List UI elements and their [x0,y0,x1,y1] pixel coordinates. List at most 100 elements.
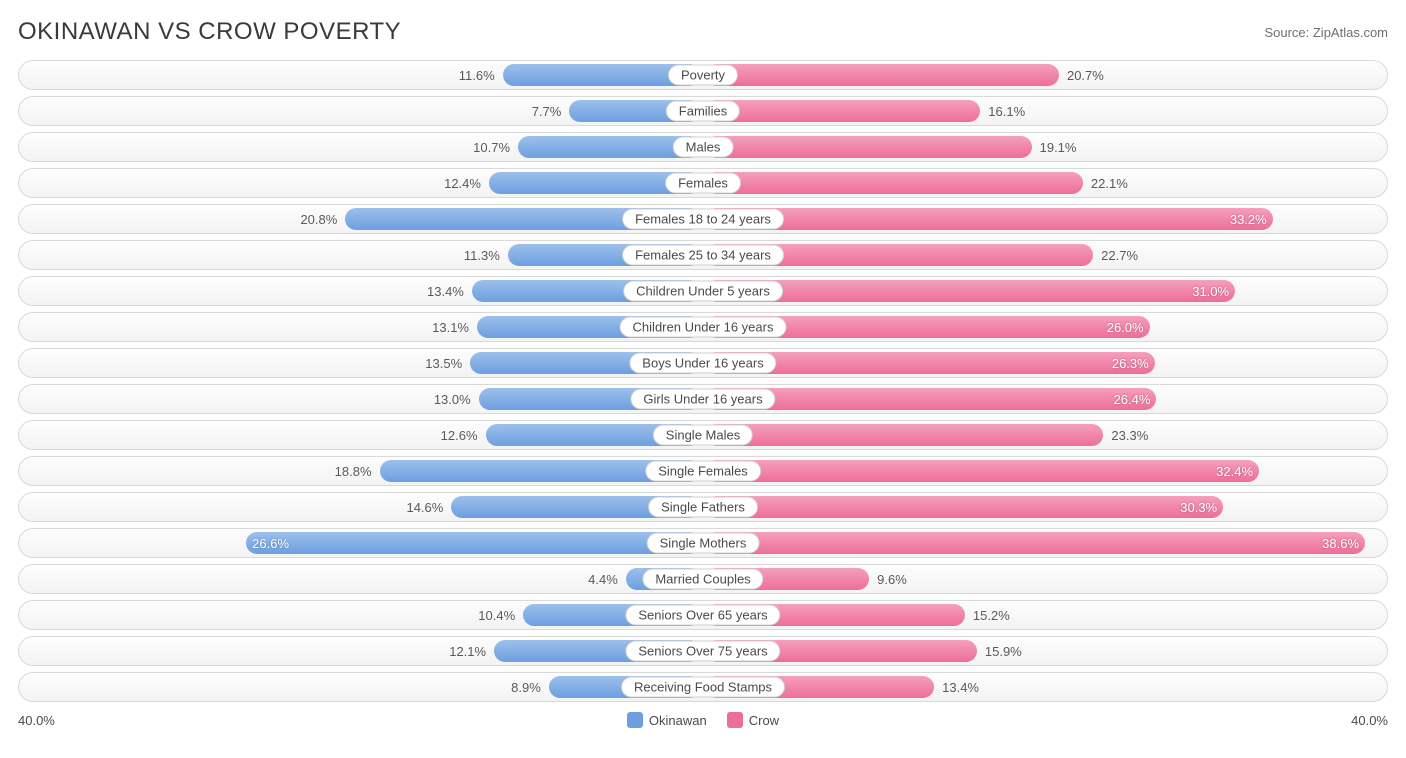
chart-row: 18.8% 32.4%Single Females [18,456,1388,486]
row-category-label: Families [666,101,740,122]
diverging-bar-chart: 11.6%20.7%Poverty7.7%16.1%Families10.7%1… [18,60,1388,702]
value-left: 13.0% [428,392,477,407]
row-right-half: 26.4% [703,385,1387,413]
chart-row: 10.7%19.1%Males [18,132,1388,162]
row-category-label: Seniors Over 65 years [625,605,780,626]
bar-right: 33.2% [705,208,1273,230]
value-left: 26.6% [246,536,295,551]
value-left: 14.6% [400,500,449,515]
chart-row: 7.7% 16.1%Families [18,96,1388,126]
value-right: 30.3% [1174,500,1223,515]
legend-item-left: Okinawan [627,712,707,728]
bar-left: 26.6% [246,532,701,554]
value-right: 33.2% [1224,212,1273,227]
row-left-half: 8.9% [19,673,703,701]
legend-swatch-left [627,712,643,728]
row-right-half: 20.7% [703,61,1387,89]
row-category-label: Females 18 to 24 years [622,209,784,230]
value-right: 26.0% [1101,320,1150,335]
row-left-half: 18.8% [19,457,703,485]
row-left-half: 10.7% [19,133,703,161]
row-category-label: Boys Under 16 years [629,353,776,374]
value-right: 9.6% [871,572,913,587]
row-right-half: 15.9% [703,637,1387,665]
row-left-half: 20.8% [19,205,703,233]
value-left: 12.4% [438,176,487,191]
chart-row: 14.6% 30.3% Single Fathers [18,492,1388,522]
chart-row: 8.9%13.4%Receiving Food Stamps [18,672,1388,702]
value-left: 4.4% [582,572,624,587]
chart-title: OKINAWAN VS CROW POVERTY [18,18,401,46]
row-right-half: 38.6% [703,529,1387,557]
row-left-half: 11.6% [19,61,703,89]
chart-row: 12.4%22.1%Females [18,168,1388,198]
chart-row: 20.8% 33.2% Females 18 to 24 years [18,204,1388,234]
value-right: 26.3% [1106,356,1155,371]
value-right: 15.2% [967,608,1016,623]
row-left-half: 12.1% [19,637,703,665]
chart-row: 10.4% 15.2% Seniors Over 65 years [18,600,1388,630]
row-category-label: Receiving Food Stamps [621,677,785,698]
value-right: 22.7% [1095,248,1144,263]
row-right-half: 19.1% [703,133,1387,161]
row-right-half: 26.3% [703,349,1387,377]
row-right-half: 31.0% [703,277,1387,305]
chart-row: 12.6%23.3%Single Males [18,420,1388,450]
value-left: 11.3% [458,248,506,263]
row-left-half: 26.6% [19,529,703,557]
bar-right: 32.4% [705,460,1259,482]
chart-row: 13.4% 31.0% Children Under 5 years [18,276,1388,306]
value-right: 38.6% [1316,536,1365,551]
bar-right: 30.3% [705,496,1223,518]
row-category-label: Children Under 16 years [620,317,787,338]
row-left-half: 10.4% [19,601,703,629]
bar-right [705,424,1103,446]
chart-row: 26.6% 38.6% Single Mothers [18,528,1388,558]
row-left-half: 12.6% [19,421,703,449]
value-left: 11.6% [453,68,501,83]
value-right: 19.1% [1034,140,1083,155]
value-right: 15.9% [979,644,1028,659]
bar-right [705,172,1083,194]
chart-footer: 40.0% Okinawan Crow 40.0% [18,708,1388,728]
row-category-label: Seniors Over 75 years [625,641,780,662]
value-left: 18.8% [329,464,378,479]
row-left-half: 13.5% [19,349,703,377]
row-right-half: 33.2% [703,205,1387,233]
chart-source: Source: ZipAtlas.com [1264,25,1388,40]
chart-row: 12.1% 15.9% Seniors Over 75 years [18,636,1388,666]
bar-right [705,64,1059,86]
row-category-label: Single Fathers [648,497,758,518]
value-left: 8.9% [505,680,547,695]
row-left-half: 7.7% [19,97,703,125]
value-right: 22.1% [1085,176,1134,191]
bar-right [705,136,1032,158]
row-category-label: Females 25 to 34 years [622,245,784,266]
legend-swatch-right [727,712,743,728]
row-right-half: 16.1% [703,97,1387,125]
row-category-label: Single Females [645,461,761,482]
row-category-label: Single Mothers [647,533,760,554]
row-right-half: 30.3% [703,493,1387,521]
value-left: 7.7% [526,104,568,119]
row-right-half: 22.1% [703,169,1387,197]
legend-label-right: Crow [749,713,779,728]
value-right: 20.7% [1061,68,1110,83]
chart-header: OKINAWAN VS CROW POVERTY Source: ZipAtla… [18,10,1388,60]
value-left: 13.4% [421,284,470,299]
row-left-half: 13.1% [19,313,703,341]
chart-row: 11.3% 22.7% Females 25 to 34 years [18,240,1388,270]
row-left-half: 12.4% [19,169,703,197]
axis-max-left: 40.0% [18,713,55,728]
chart-row: 13.1% 26.0% Children Under 16 years [18,312,1388,342]
value-right: 31.0% [1186,284,1235,299]
row-left-half: 13.4% [19,277,703,305]
row-category-label: Children Under 5 years [623,281,783,302]
chart-row: 11.6%20.7%Poverty [18,60,1388,90]
row-right-half: 32.4% [703,457,1387,485]
row-category-label: Single Males [653,425,753,446]
row-right-half: 26.0% [703,313,1387,341]
row-left-half: 4.4% [19,565,703,593]
row-left-half: 14.6% [19,493,703,521]
value-right: 26.4% [1108,392,1157,407]
